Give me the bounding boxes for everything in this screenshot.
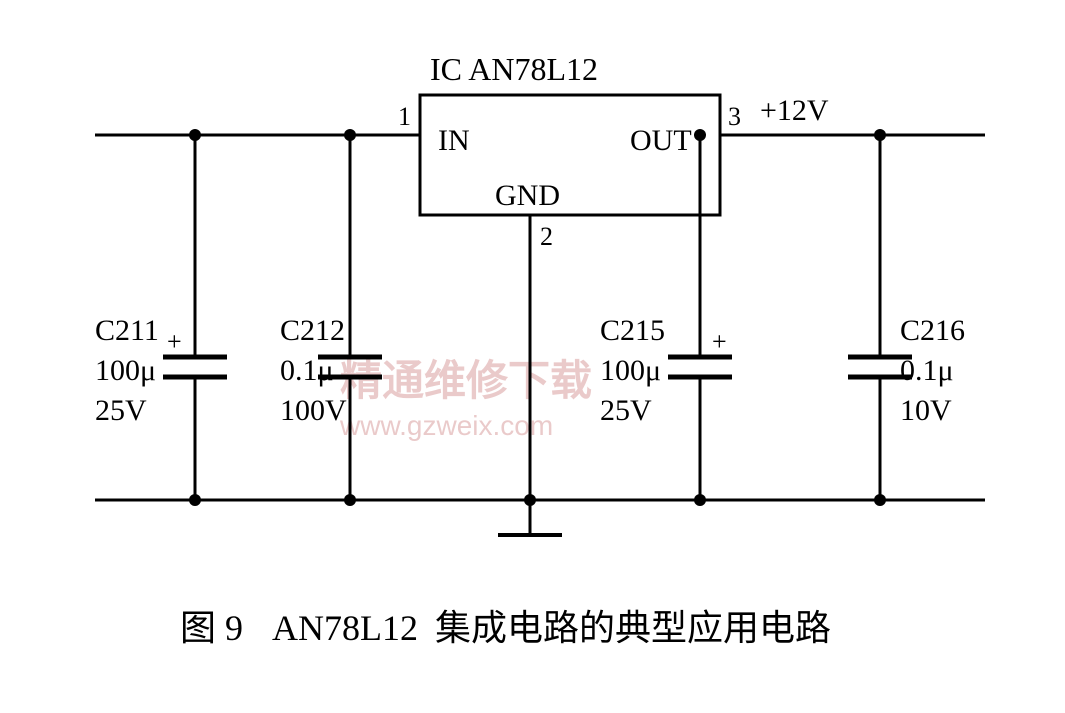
node [694, 494, 706, 506]
cap-C212-ref: C212 [280, 314, 345, 347]
capacitor-C211: C211 + 100μ 25V [95, 135, 227, 500]
cap-C211-value: 100μ [95, 354, 156, 387]
ic-out-voltage: +12V [760, 94, 829, 127]
cap-C215-ref: C215 [600, 314, 665, 347]
cap-C211-ref: C211 [95, 314, 159, 347]
cap-C215-voltage: 25V [600, 394, 652, 427]
ic-title: IC AN78L12 [430, 51, 598, 87]
circuit-diagram: 精通维修下载 www.gzweix.com IC AN78L12 IN OUT … [0, 0, 1065, 713]
capacitor-C212: C212 0.1μ 100V [280, 135, 382, 500]
node [189, 129, 201, 141]
node [344, 494, 356, 506]
cap-C212-value: 0.1μ [280, 354, 334, 387]
node [344, 129, 356, 141]
cap-C216-ref: C216 [900, 314, 965, 347]
capacitor-C215: C215 + 100μ 25V [600, 135, 732, 500]
ic-pin-in-label: IN [438, 124, 470, 157]
watermark-line1: 精通维修下载 [340, 357, 592, 404]
cap-C216-voltage: 10V [900, 394, 952, 427]
node [524, 494, 536, 506]
ic-pin2-num: 2 [540, 222, 553, 251]
ic-pin-gnd-label: GND [495, 179, 560, 212]
cap-C216-value: 0.1μ [900, 354, 954, 387]
ic-pin1-num: 1 [398, 102, 411, 131]
cap-C211-voltage: 25V [95, 394, 147, 427]
node [694, 129, 706, 141]
cap-C215-value: 100μ [600, 354, 661, 387]
ic-pin-out-label: OUT [630, 124, 692, 157]
cap-C215-polarity: + [712, 327, 727, 356]
ic-an78l12: IC AN78L12 IN OUT GND 1 3 2 +12V [398, 51, 829, 251]
caption-prefix: 图 9 [180, 608, 243, 648]
caption-suffix: 集成电路的典型应用电路 [435, 608, 831, 648]
caption-ic-name: AN78L12 [272, 608, 418, 648]
cap-C211-polarity: + [167, 327, 182, 356]
cap-C212-voltage: 100V [280, 394, 347, 427]
node [874, 129, 886, 141]
ic-pin3-num: 3 [728, 102, 741, 131]
watermark: 精通维修下载 www.gzweix.com [339, 357, 592, 441]
svg-text:图 9 AN78L12 集成电路的典: 图 9 AN78L12 集成电路的典型应用电路 [180, 608, 831, 648]
figure-caption: 图 9 AN78L12 集成电路的典型应用电路 [180, 608, 831, 648]
watermark-line2: www.gzweix.com [339, 410, 553, 441]
node [189, 494, 201, 506]
node [874, 494, 886, 506]
capacitor-C216: C216 0.1μ 10V [848, 135, 965, 500]
